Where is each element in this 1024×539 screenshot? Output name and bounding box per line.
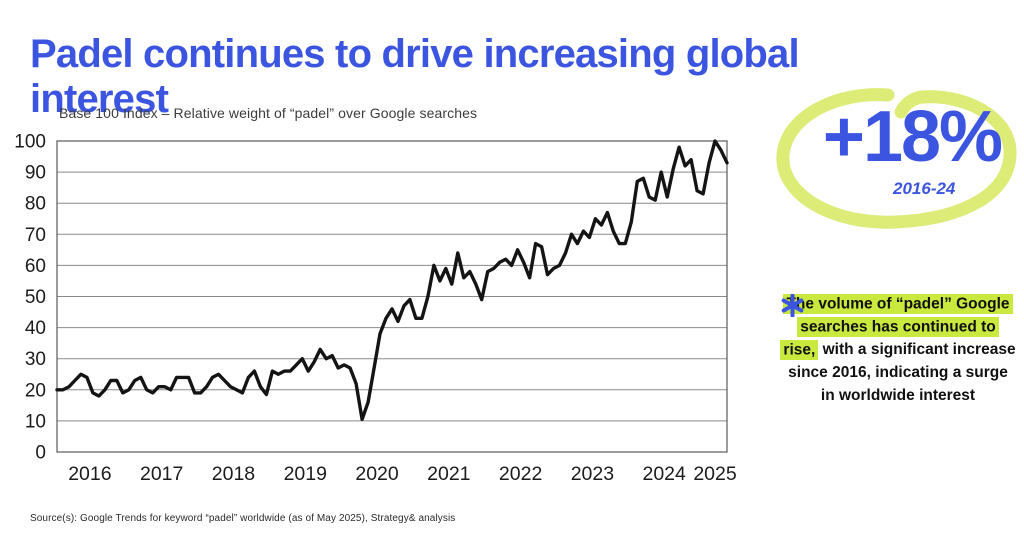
y-axis-label: 80 — [25, 194, 46, 215]
x-axis-label: 2024 — [642, 463, 686, 485]
chart-title: Base 100 Index – Relative weight of “pad… — [59, 105, 478, 121]
y-axis-label: 10 — [25, 411, 46, 432]
x-axis-label: 2018 — [212, 463, 255, 485]
y-axis-label: 20 — [25, 380, 46, 401]
hand-drawn-circle-icon — [776, 88, 1017, 229]
trend-line — [55, 139, 729, 421]
x-axis-label: 2020 — [355, 463, 399, 485]
growth-period: 2016-24 — [893, 179, 956, 198]
x-axis-label: 2019 — [284, 463, 327, 485]
growth-callout: +18% 2016-24 — [770, 85, 1024, 249]
x-axis-label: 2016 — [68, 463, 111, 485]
y-axis-label: 50 — [25, 287, 46, 308]
y-axis-label: 100 — [14, 132, 46, 153]
insight-rest-text: with a significant increase since 2016, … — [788, 341, 1016, 404]
key-insight: The volume of “padel” Google searches ha… — [780, 292, 1016, 407]
source-note: Source(s): Google Trends for keyword “pa… — [30, 513, 456, 524]
y-axis-label: 40 — [25, 318, 46, 339]
growth-value: +18% — [822, 97, 1003, 177]
x-axis-label: 2021 — [427, 463, 470, 485]
y-axis-label: 60 — [25, 256, 46, 277]
page-title: Padel continues to drive increasing glob… — [30, 31, 800, 121]
x-axis-label: 2025 — [693, 463, 737, 485]
trend-line-chart: 0 10 20 30 40 50 60 70 80 90 100 2016 2017 2018 2019 20… — [14, 132, 737, 486]
y-axis-label: 0 — [35, 443, 46, 464]
x-axis-label: 2022 — [499, 463, 542, 485]
plot-border — [56, 140, 728, 453]
x-axis-label: 2023 — [571, 463, 614, 485]
asterisk-icon — [781, 294, 804, 317]
y-axis-label: 30 — [25, 349, 46, 370]
y-axis-label: 90 — [25, 163, 46, 184]
x-axis-label: 2017 — [140, 463, 183, 485]
y-axis-label: 70 — [25, 225, 46, 246]
